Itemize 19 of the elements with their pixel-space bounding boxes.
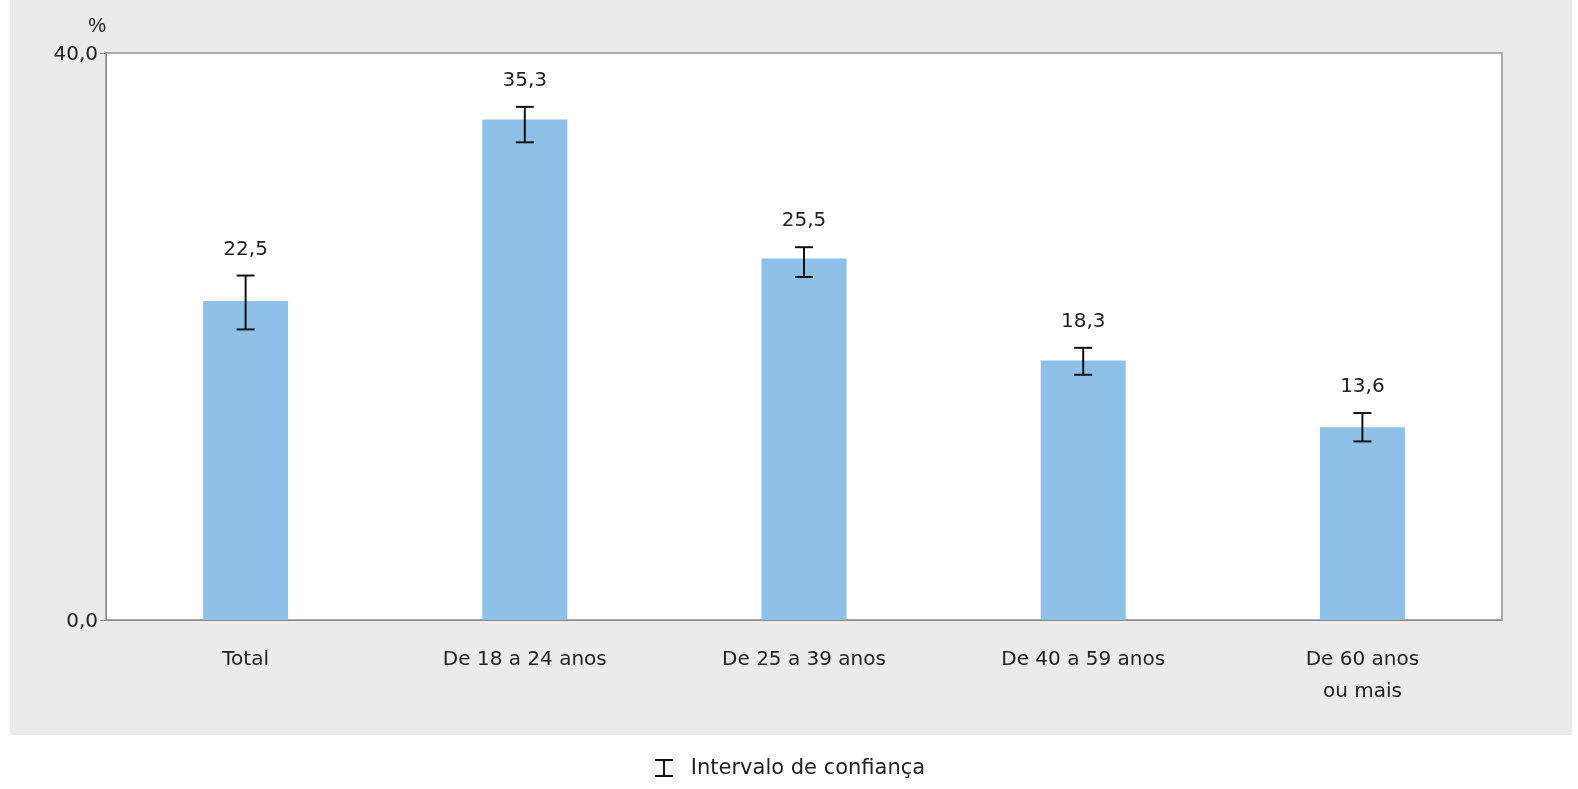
x-tick-label: Total xyxy=(221,646,269,670)
data-label: 18,3 xyxy=(1060,307,1106,332)
y-tick-label: 40,0 xyxy=(53,41,98,65)
x-tick-label: De 25 a 39 anos xyxy=(722,646,886,670)
bar xyxy=(203,301,289,620)
data-label: 25,5 xyxy=(781,207,827,232)
bar xyxy=(761,258,847,620)
data-label: 35,3 xyxy=(502,66,548,91)
x-tick-label: De 40 a 59 anos xyxy=(1001,646,1166,670)
y-axis-title: % xyxy=(88,14,107,36)
data-label: 13,6 xyxy=(1340,373,1385,398)
bar xyxy=(1040,360,1126,620)
text: Intervalo de confiança xyxy=(690,755,926,779)
bar xyxy=(1319,427,1405,620)
bar xyxy=(482,119,568,620)
data-label: 22,5 xyxy=(223,235,268,260)
x-tick-label: De 60 anos ou mais xyxy=(1305,646,1420,702)
y-tick-label: 0,0 xyxy=(66,608,98,632)
x-tick-label: De 18 a 24 anos xyxy=(442,646,607,670)
